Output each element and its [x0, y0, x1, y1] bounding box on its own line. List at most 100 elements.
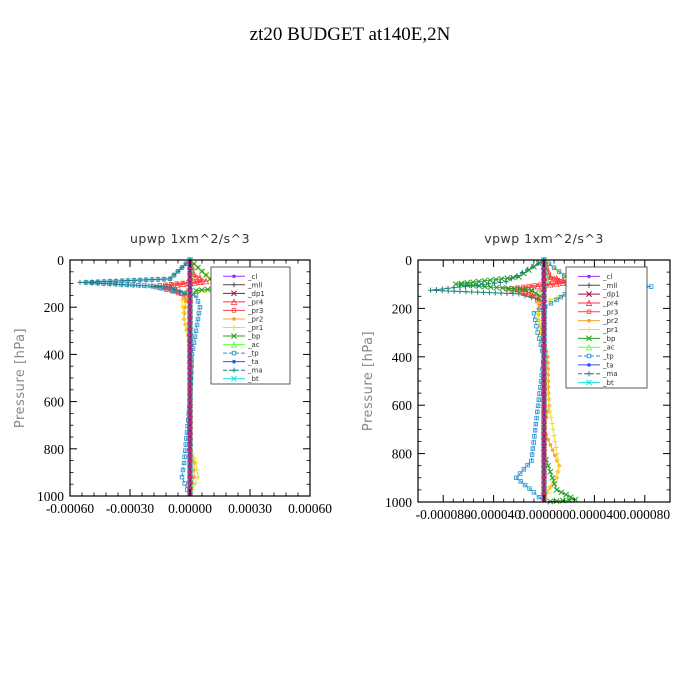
data-marker: [187, 305, 193, 309]
data-marker: [231, 375, 237, 382]
legend-item-ac: _ac: [578, 344, 615, 352]
data-marker: [553, 486, 560, 493]
legend-item-pr4: _pr4: [578, 299, 619, 307]
data-marker: [541, 437, 547, 441]
legend-item-pr3: _pr3: [578, 308, 618, 316]
data-marker: [536, 494, 542, 500]
data-marker: [587, 363, 591, 367]
data-marker: [522, 293, 528, 299]
data-marker: [555, 277, 561, 283]
data-marker: [143, 283, 149, 289]
y-axis: 0 200 400 600 800 1000: [385, 253, 670, 510]
data-marker: [187, 487, 193, 490]
data-marker: [541, 338, 547, 342]
x-tick-label: -0.000040: [466, 507, 521, 522]
legend-label: _pr2: [247, 315, 263, 323]
data-marker: [587, 274, 591, 279]
data-marker: [525, 266, 531, 272]
data-marker: [167, 276, 173, 282]
data-marker: [545, 355, 550, 359]
legend-item-dp1: _dp1: [223, 290, 265, 298]
data-marker: [541, 421, 547, 424]
data-marker: [192, 475, 196, 479]
data-marker: [548, 443, 553, 447]
data-marker: [556, 463, 562, 469]
data-marker: [530, 263, 536, 269]
legend-label: _pr3: [602, 308, 618, 316]
data-marker: [541, 443, 547, 446]
data-marker: [516, 291, 522, 297]
data-marker: [182, 481, 187, 486]
y-axis-label: Pressure [hPa]: [13, 328, 28, 428]
data-marker: [172, 286, 178, 292]
data-marker: [541, 410, 547, 413]
x-tick-label: 0.00000: [168, 501, 212, 516]
data-marker: [232, 317, 236, 321]
data-marker: [554, 475, 560, 481]
data-marker: [553, 444, 559, 451]
legend: _cl_mll_dp1_pr4_pr3_pr2_pr1_bp_ac_tp_ta_…: [565, 266, 648, 389]
data-marker: [541, 415, 547, 419]
data-marker: [547, 468, 554, 475]
data-marker: [586, 353, 592, 359]
x-tick-label: -0.000080: [416, 507, 471, 522]
data-marker: [187, 338, 193, 342]
data-marker: [514, 272, 520, 279]
data-marker: [480, 289, 487, 296]
data-marker: [89, 280, 95, 286]
data-marker: [187, 399, 193, 402]
data-marker: [531, 311, 537, 316]
data-marker: [511, 285, 517, 292]
data-marker: [551, 480, 558, 487]
data-marker: [535, 409, 540, 415]
data-marker: [554, 297, 559, 303]
data-marker: [180, 280, 185, 286]
y-tick-label: 800: [44, 442, 65, 457]
y-tick-label: 0: [405, 253, 412, 268]
legend-label: _ma: [247, 367, 263, 375]
data-marker: [525, 267, 532, 274]
data-marker: [125, 277, 131, 284]
data-marker: [559, 279, 567, 286]
data-marker: [155, 276, 161, 282]
data-marker: [119, 282, 125, 288]
data-marker: [193, 275, 199, 280]
data-marker: [187, 382, 193, 386]
data-marker: [586, 326, 592, 333]
data-marker: [171, 272, 177, 278]
data-marker: [187, 421, 193, 424]
data-marker: [486, 290, 492, 296]
legend-label: _bt: [247, 375, 259, 383]
data-marker: [546, 402, 552, 408]
data-marker: [439, 288, 445, 294]
data-marker: [131, 282, 137, 288]
data-marker: [498, 290, 504, 296]
legend-label: _ta: [247, 358, 259, 366]
data-marker: [550, 448, 555, 452]
data-marker: [468, 283, 474, 289]
data-marker: [510, 291, 516, 297]
data-marker: [541, 267, 547, 270]
data-marker: [546, 437, 551, 442]
data-marker: [192, 334, 198, 339]
data-marker: [187, 311, 193, 314]
y-axis-label: Pressure [hPa]: [361, 331, 376, 431]
data-marker: [531, 440, 536, 445]
data-marker: [541, 377, 547, 380]
data-marker: [541, 465, 547, 468]
data-marker: [530, 446, 536, 451]
y-tick-label: 600: [44, 395, 65, 410]
data-marker: [187, 393, 193, 397]
data-marker: [541, 432, 547, 435]
data-marker: [547, 281, 554, 288]
data-marker: [107, 281, 113, 287]
legend-label: _cl: [602, 273, 612, 281]
data-marker: [536, 260, 542, 266]
data-marker: [558, 489, 565, 496]
legend-label: _dp1: [247, 290, 265, 298]
data-marker: [187, 272, 193, 276]
data-marker: [549, 420, 555, 426]
data-marker: [541, 344, 547, 347]
